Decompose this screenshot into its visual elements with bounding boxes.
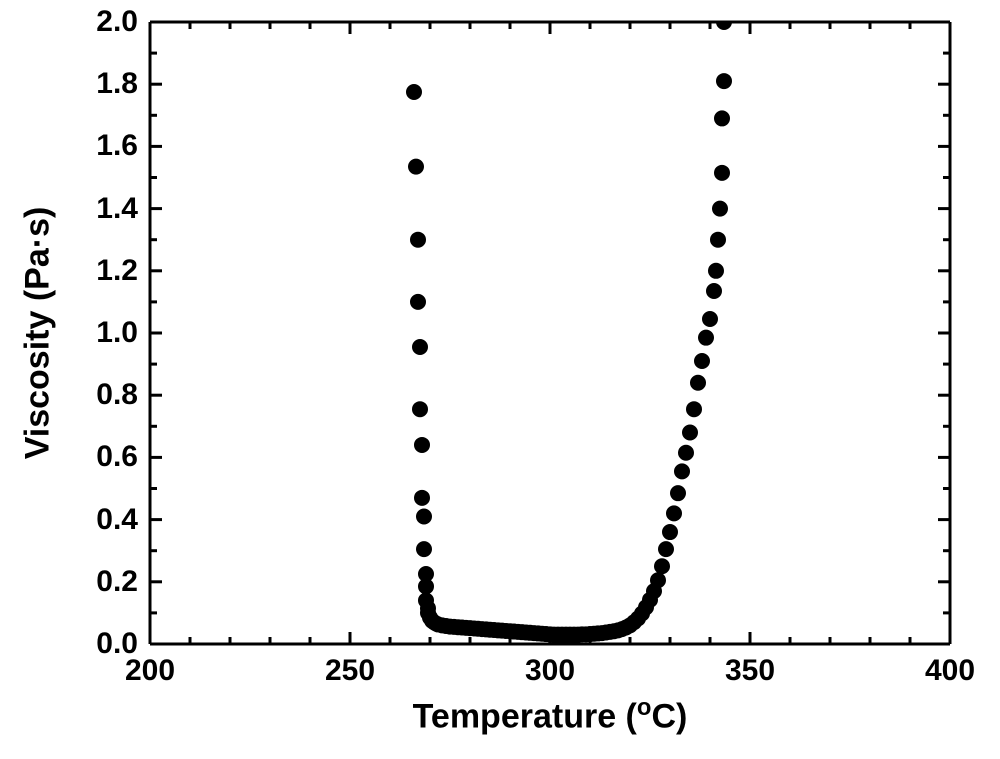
y-tick-label: 1.6 [96,129,138,163]
data-point [699,330,714,345]
x-tick-label: 400 [925,654,975,688]
data-point [667,506,682,521]
data-point [717,15,732,30]
y-tick-label: 1.8 [96,67,138,101]
y-tick-label: 1.0 [96,316,138,350]
data-point [715,111,730,126]
data-point [411,294,426,309]
data-point [413,339,428,354]
data-point [703,312,718,327]
data-point [411,232,426,247]
data-point [675,464,690,479]
svg-overlay [0,0,1000,759]
y-tick-label: 0.8 [96,378,138,412]
data-point [695,353,710,368]
x-tick-label: 250 [325,654,375,688]
data-point [407,84,422,99]
y-tick-label: 1.2 [96,254,138,288]
data-point [687,402,702,417]
x-tick-label: 350 [725,654,775,688]
data-point [417,509,432,524]
data-point [683,425,698,440]
data-point [417,542,432,557]
x-tick-label: 300 [525,654,575,688]
y-tick-label: 0.6 [96,440,138,474]
data-point [663,525,678,540]
y-tick-label: 0.0 [96,627,138,661]
y-tick-label: 0.2 [96,565,138,599]
data-point [707,284,722,299]
y-tick-label: 1.4 [96,192,138,226]
y-tick-label: 0.4 [96,503,138,537]
data-point [413,402,428,417]
data-point [713,201,728,216]
data-point [415,437,430,452]
data-point [717,74,732,89]
data-point [659,542,674,557]
data-point [711,232,726,247]
data-point [671,486,686,501]
data-point [709,263,724,278]
data-point [419,579,434,594]
data-point [691,375,706,390]
data-point [655,559,670,574]
y-tick-label: 2.0 [96,5,138,39]
data-point [679,445,694,460]
data-point [715,165,730,180]
viscosity-chart: Temperature (oC) Viscosity (Pa·s) 200250… [0,0,1000,759]
data-point [651,573,666,588]
data-point [415,490,430,505]
data-point [409,159,424,174]
